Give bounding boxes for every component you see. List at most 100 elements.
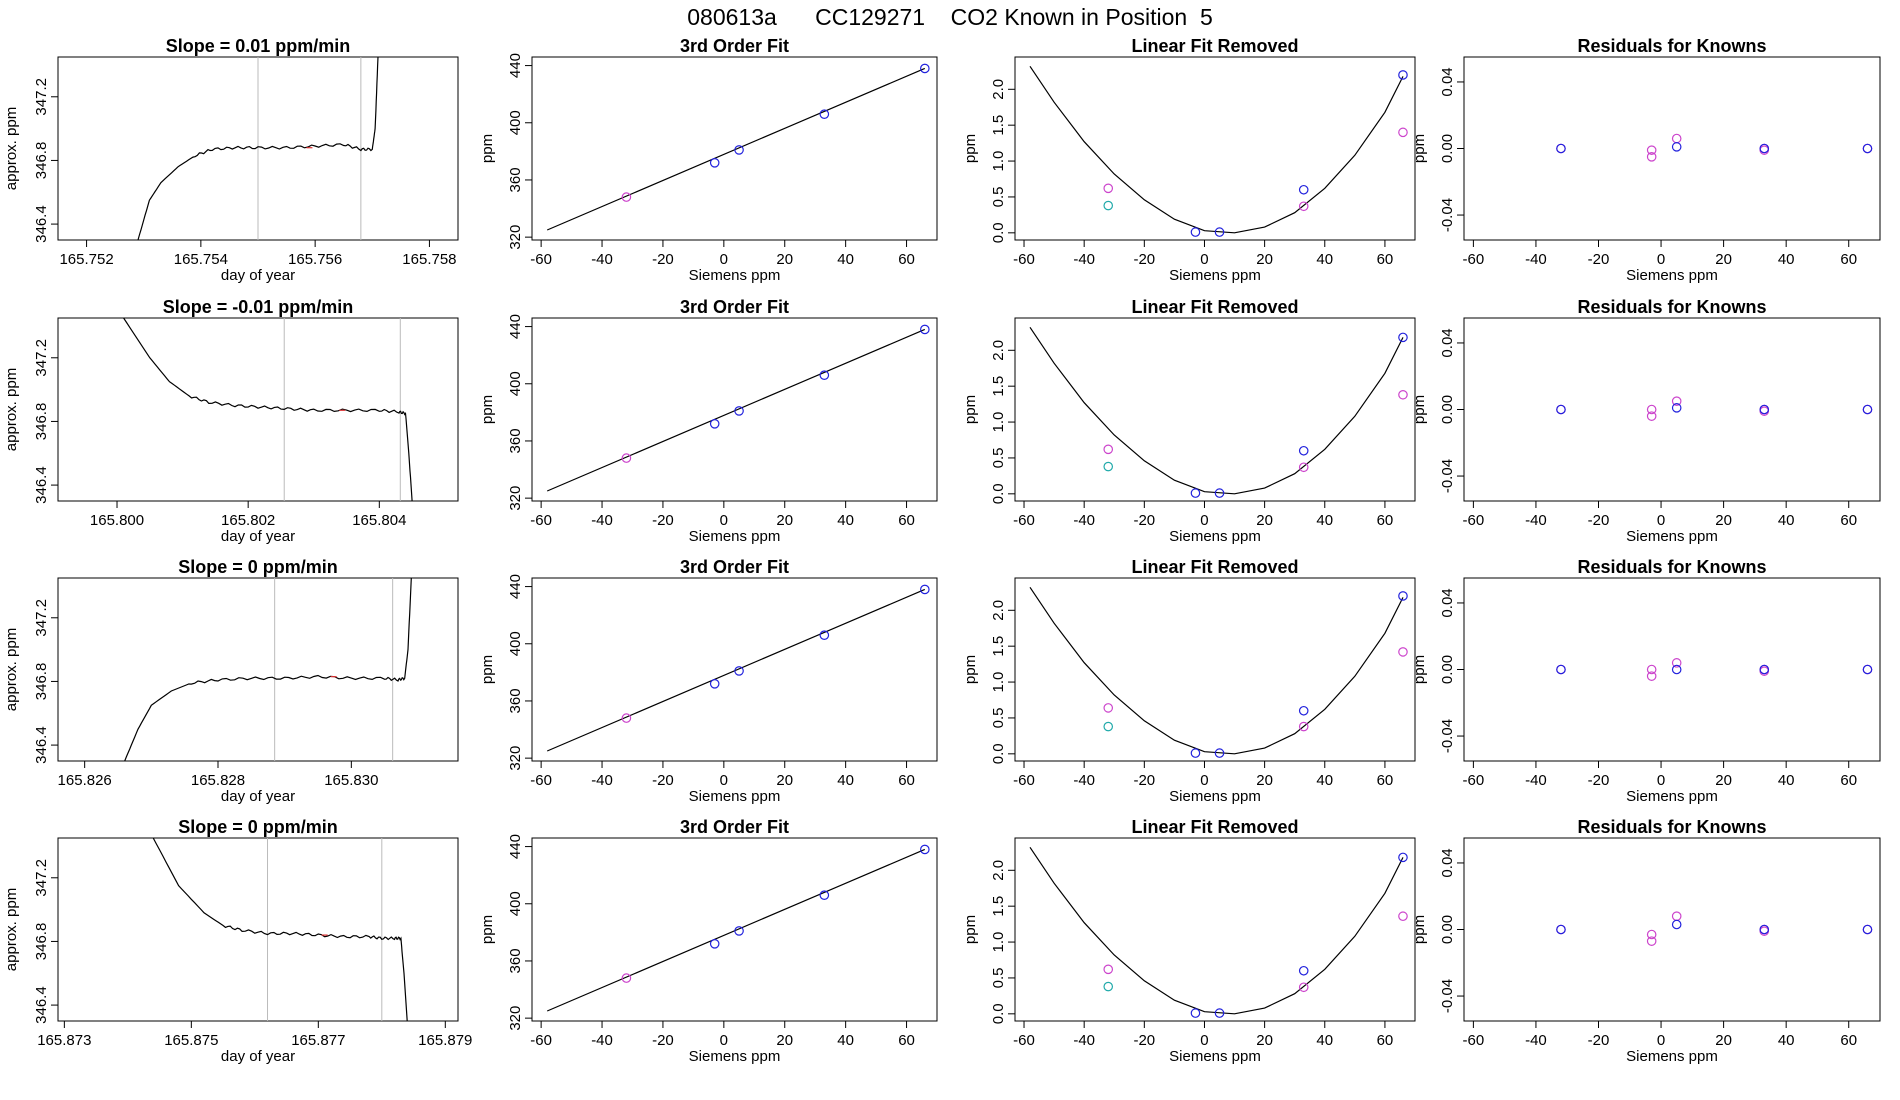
- x-tick-label: 165.873: [37, 1032, 91, 1049]
- y-tick-label: 320: [507, 1006, 524, 1031]
- x-tick-label: -40: [591, 512, 613, 529]
- plot-area: [123, 318, 413, 501]
- x-tick-label: 60: [898, 772, 915, 789]
- y-axis-label: ppm: [962, 915, 979, 944]
- trace-panel-row-1: Slope = -0.01 ppm/min 165.800 165.802 165.8…: [3, 297, 459, 545]
- y-tick-label: 440: [507, 314, 524, 339]
- plot-area: [124, 578, 412, 761]
- y-tick-label: 0.0: [990, 1003, 1007, 1024]
- blue-data-point: [1398, 332, 1408, 343]
- plot-frame: [57, 837, 459, 1022]
- blue-data-point: [734, 145, 744, 155]
- x-tick-label: -20: [652, 1032, 674, 1049]
- y-tick-label: 346.8: [33, 142, 50, 180]
- plot-area: [1029, 586, 1408, 758]
- blue-data-point: [1759, 924, 1770, 935]
- x-axis-label: Siemens ppm: [689, 788, 781, 805]
- ppm-trace-line: [124, 578, 412, 761]
- x-tick-label: 165.826: [58, 772, 112, 789]
- plot-area: [1556, 911, 1873, 946]
- y-axis-label: ppm: [962, 655, 979, 684]
- x-tick-label: 165.752: [59, 251, 113, 268]
- y-tick-label: 1.5: [990, 376, 1007, 397]
- y-tick-label: 0.00: [1439, 134, 1456, 163]
- x-tick-label: 60: [898, 251, 915, 268]
- blue-data-point: [1298, 965, 1309, 976]
- y-tick-label: 400: [507, 371, 524, 396]
- panel-title: Linear Fit Removed: [1131, 817, 1298, 837]
- fit-curve: [1029, 586, 1404, 755]
- panel-title: 3rd Order Fit: [680, 36, 789, 56]
- blue-data-point: [1862, 924, 1873, 935]
- blue-data-point: [734, 406, 744, 416]
- x-tick-label: -40: [1525, 251, 1547, 268]
- x-tick-label: 60: [1840, 1032, 1857, 1049]
- x-tick-label: 40: [1316, 772, 1333, 789]
- x-tick-label: -60: [1013, 251, 1035, 268]
- x-tick-label: -40: [1525, 512, 1547, 529]
- x-axis-label: Siemens ppm: [689, 528, 781, 545]
- y-tick-label: 0.5: [990, 968, 1007, 989]
- plot-frame: [57, 317, 459, 502]
- plot-area: [1556, 658, 1873, 681]
- y-tick-label: 0.00: [1439, 395, 1456, 424]
- x-tick-label: 0: [1657, 1032, 1665, 1049]
- fit-curve: [1029, 846, 1404, 1015]
- x-axis-label: Siemens ppm: [689, 1048, 781, 1065]
- blue-data-point: [1398, 70, 1408, 80]
- x-tick-label: 20: [1715, 772, 1732, 789]
- plot-frame: [1463, 837, 1881, 1022]
- linear-panel-row-3: Linear Fit Removed -60 -40 -20 0 20 40 60 Siemen…: [962, 817, 1416, 1065]
- x-tick-label: -20: [652, 251, 674, 268]
- plot-frame: [531, 317, 938, 502]
- y-tick-label: 0.04: [1439, 588, 1456, 617]
- blue-data-point: [920, 844, 930, 855]
- x-tick-label: 20: [1256, 1032, 1273, 1049]
- plot-area: [546, 63, 930, 231]
- panel-title: Residuals for Knowns: [1577, 557, 1766, 577]
- x-tick-label: -60: [1463, 512, 1485, 529]
- x-tick-label: 0: [1200, 1032, 1208, 1049]
- x-tick-label: -40: [1525, 772, 1547, 789]
- x-tick-label: 40: [837, 251, 854, 268]
- panel-title: Slope = 0 ppm/min: [178, 557, 338, 577]
- panel-title: Slope = 0.01 ppm/min: [166, 36, 351, 56]
- blue-data-point: [1298, 705, 1309, 716]
- x-tick-label: 20: [776, 512, 793, 529]
- y-tick-label: 2.0: [990, 600, 1007, 621]
- y-tick-label: 320: [507, 486, 524, 511]
- x-tick-label: 165.830: [324, 772, 378, 789]
- x-tick-label: -40: [591, 251, 613, 268]
- x-tick-label: 60: [1377, 772, 1394, 789]
- fit-panel-row-3: 3rd Order Fit -60 -40 -20 0 20 40 60 Siemens ppm…: [479, 817, 938, 1065]
- y-tick-label: 0.5: [990, 708, 1007, 729]
- x-tick-label: 20: [1256, 772, 1273, 789]
- panel-title: Linear Fit Removed: [1131, 36, 1298, 56]
- x-tick-label: 40: [1778, 1032, 1795, 1049]
- y-tick-label: 346.4: [33, 986, 50, 1024]
- x-tick-label: 20: [776, 1032, 793, 1049]
- y-tick-label: 440: [507, 53, 524, 78]
- y-tick-label: -0.04: [1439, 198, 1456, 232]
- blue-data-point: [709, 938, 720, 949]
- y-tick-label: 0.0: [990, 743, 1007, 764]
- y-axis-label: ppm: [1411, 655, 1428, 684]
- x-tick-label: 20: [1256, 251, 1273, 268]
- y-tick-label: 0.5: [990, 187, 1007, 208]
- plot-frame: [1014, 577, 1416, 762]
- y-tick-label: 360: [507, 167, 524, 192]
- plot-frame: [1014, 317, 1416, 502]
- cyan-data-point: [1103, 461, 1114, 472]
- blue-data-point: [819, 109, 830, 119]
- x-tick-label: -20: [652, 772, 674, 789]
- plot-area: [546, 324, 930, 492]
- x-tick-label: -60: [530, 1032, 552, 1049]
- magenta-data-point: [1646, 145, 1657, 155]
- x-tick-label: -20: [1133, 512, 1155, 529]
- x-tick-label: -60: [530, 512, 552, 529]
- y-axis-label: approx. ppm: [3, 628, 20, 711]
- x-tick-label: -20: [1133, 1032, 1155, 1049]
- blue-data-point: [1759, 404, 1770, 415]
- x-tick-label: 40: [1316, 512, 1333, 529]
- x-tick-label: 165.800: [90, 512, 144, 529]
